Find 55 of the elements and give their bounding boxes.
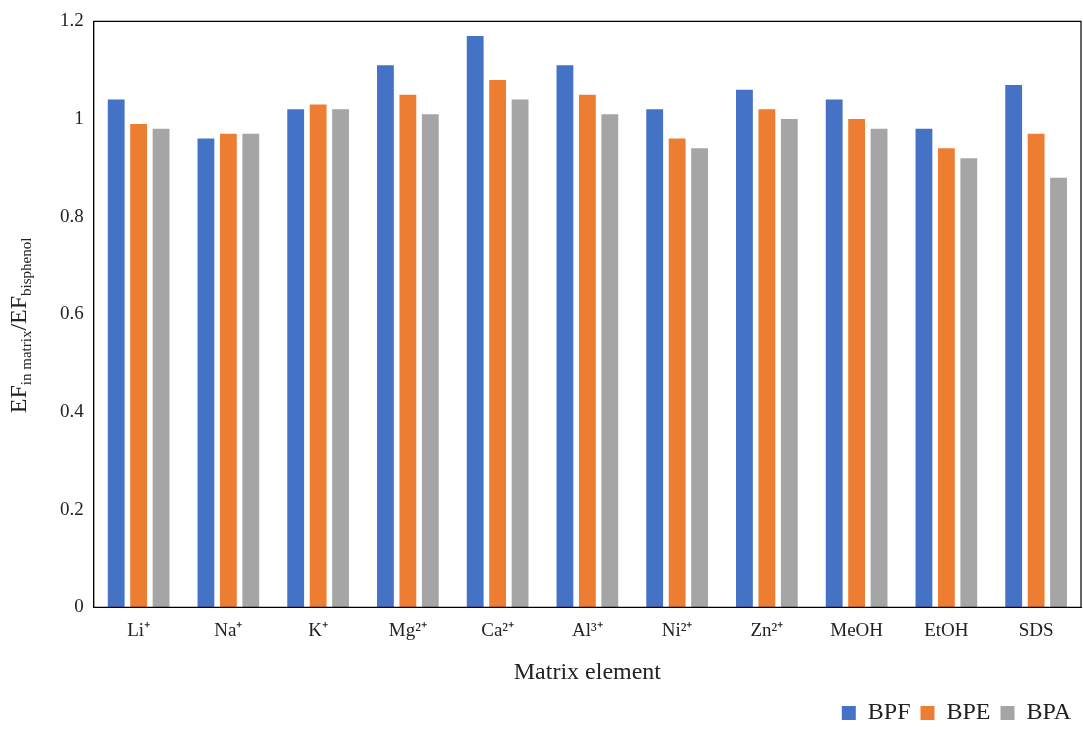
bar (646, 109, 664, 608)
bar (960, 158, 978, 608)
x-tick-label: Ca²⁺ (481, 618, 515, 640)
legend-label: BPA (1026, 698, 1072, 725)
bar (421, 114, 439, 608)
x-tick-label: Al³⁺ (572, 618, 603, 640)
bar (578, 94, 596, 608)
x-tick-label: Li⁺ (127, 618, 151, 640)
bar (691, 148, 708, 608)
legend-label: BPF (867, 698, 911, 725)
bar (601, 114, 619, 608)
bar (736, 89, 753, 608)
bar (466, 36, 484, 608)
y-tick-label: 0 (74, 595, 84, 617)
bar (152, 128, 170, 608)
bar (870, 128, 888, 608)
bar (287, 109, 305, 608)
bar (242, 133, 260, 608)
bar (489, 80, 507, 608)
y-tick-label: 0.6 (60, 302, 84, 324)
y-tick-label: 0.4 (60, 400, 85, 422)
bar (1005, 84, 1023, 608)
x-tick-label: Ni²⁺ (661, 618, 693, 640)
bar (825, 99, 843, 608)
x-tick-label: EtOH (924, 618, 969, 640)
bar (309, 104, 327, 608)
bar (130, 123, 148, 608)
y-tick-label: 0.2 (60, 497, 84, 519)
bar (780, 119, 798, 608)
bar (1050, 177, 1067, 608)
bar (848, 119, 866, 608)
bar (556, 65, 574, 608)
bar (915, 128, 933, 608)
bar (937, 148, 955, 608)
bar (332, 109, 349, 608)
bar (511, 99, 529, 608)
y-tick-label: 1 (74, 107, 84, 129)
x-tick-label: Mg²⁺ (388, 618, 427, 640)
x-tick-label: K⁺ (308, 618, 328, 640)
x-tick-label: MeOH (830, 618, 884, 640)
x-tick-label: Na⁺ (214, 618, 243, 640)
bar (377, 65, 394, 608)
x-tick-label: SDS (1018, 618, 1054, 640)
y-tick-label: 0.8 (60, 204, 84, 226)
y-tick-label: 1.2 (60, 9, 84, 31)
x-tick-label: Zn²⁺ (750, 618, 784, 640)
bar (1027, 133, 1045, 608)
bar (219, 133, 237, 608)
bar (197, 138, 215, 608)
x-axis-title: Matrix element (513, 657, 662, 684)
bar (399, 94, 417, 608)
bar (758, 109, 776, 608)
bar (668, 138, 686, 608)
legend-label: BPE (946, 698, 991, 725)
bar (107, 99, 125, 608)
